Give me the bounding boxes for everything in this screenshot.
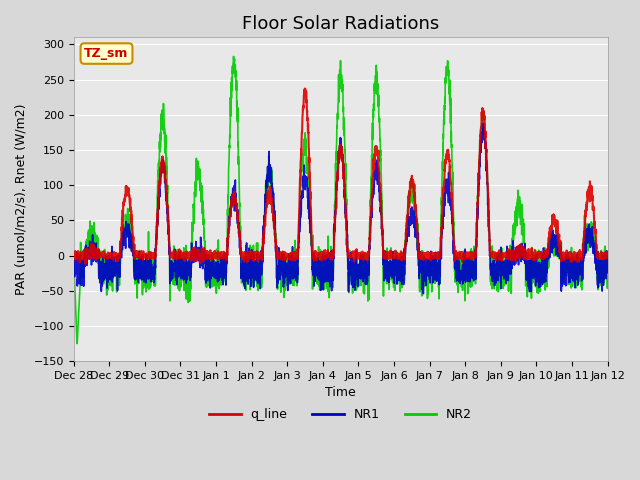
Title: Floor Solar Radiations: Floor Solar Radiations — [242, 15, 439, 33]
Y-axis label: PAR (umol/m2/s), Rnet (W/m2): PAR (umol/m2/s), Rnet (W/m2) — [15, 104, 28, 295]
X-axis label: Time: Time — [325, 386, 356, 399]
Legend: q_line, NR1, NR2: q_line, NR1, NR2 — [204, 403, 477, 426]
Text: TZ_sm: TZ_sm — [84, 47, 129, 60]
